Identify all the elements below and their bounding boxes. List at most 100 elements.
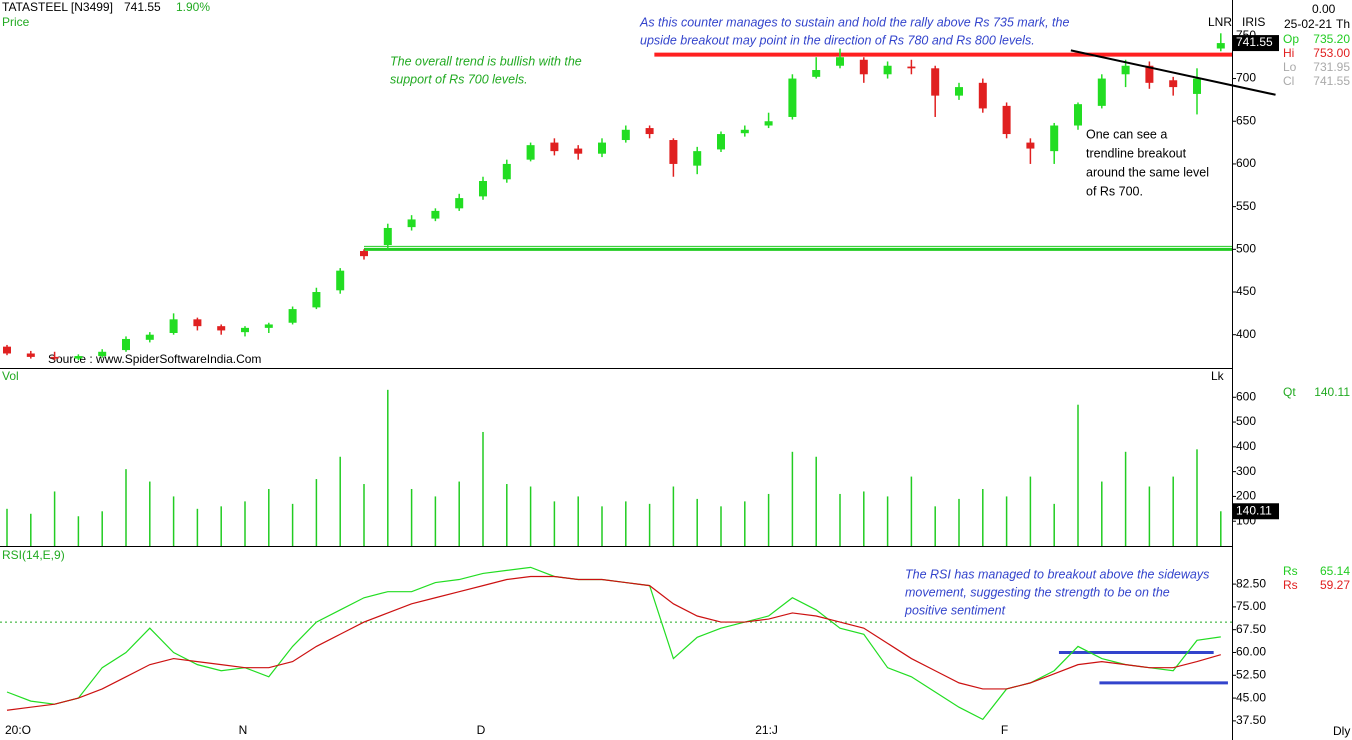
last-price: 741.55 — [124, 0, 161, 14]
volume-bar — [315, 479, 318, 546]
candle-body — [645, 128, 654, 135]
candle-body — [479, 181, 487, 197]
source: Source : www.SpiderSoftwareIndia.Com — [48, 352, 261, 366]
y-tick-label: 45.00 — [1236, 690, 1266, 704]
panel-label: Vol — [2, 369, 19, 383]
volume-marker — [1233, 503, 1279, 520]
candle-body — [764, 121, 773, 126]
volume-bar — [767, 493, 770, 546]
volume-bar — [53, 491, 56, 546]
annotation: trendline breakout — [1086, 146, 1187, 160]
volume-bar — [387, 389, 389, 546]
candle-body — [383, 227, 392, 246]
candle-body — [1169, 80, 1178, 88]
volume-bar — [77, 516, 80, 546]
candle-body — [169, 319, 178, 333]
candle-body — [550, 142, 559, 152]
volume-bar — [791, 451, 794, 546]
candle-body — [193, 319, 202, 327]
candle-body — [407, 219, 416, 228]
y-tick-label: 500 — [1236, 414, 1256, 428]
volume-bar — [434, 496, 437, 546]
trendline — [1070, 49, 1276, 96]
volume-bar — [982, 488, 984, 546]
candle-body — [455, 198, 464, 209]
volume-bar — [30, 513, 32, 546]
volume-bar — [196, 508, 199, 546]
candle-body — [955, 87, 963, 96]
rsi-line — [6, 575, 1221, 711]
y-tick-label: 400 — [1236, 439, 1256, 453]
annotation: upside breakout may point in the directi… — [640, 33, 1035, 47]
volume-bar — [339, 456, 341, 546]
candle-body — [264, 324, 273, 328]
quote-label: Cl — [1283, 74, 1294, 88]
change: 1.90% — [176, 0, 210, 14]
annotation: around the same level — [1086, 165, 1209, 179]
candle-body — [1002, 105, 1011, 135]
candle-body — [836, 57, 844, 66]
y-tick-label: 700 — [1236, 71, 1256, 85]
candle-body — [1074, 104, 1082, 126]
volume-bar — [268, 488, 270, 546]
annotation: positive sentiment — [904, 603, 1006, 617]
y-tick-label: 550 — [1236, 199, 1256, 213]
candle-body — [50, 356, 59, 359]
volume-bar — [1005, 496, 1008, 546]
y-tick-label: 60.00 — [1236, 645, 1266, 659]
volume-bar — [1148, 486, 1151, 546]
annotation: As this counter manages to sustain and h… — [639, 15, 1069, 29]
candle-body — [360, 251, 368, 257]
x-tick-label: F — [1001, 723, 1008, 737]
candle-body — [788, 78, 797, 117]
volume-bar — [625, 501, 627, 546]
y-tick-label: 67.50 — [1236, 622, 1266, 636]
rsi-value: 65.14 — [1320, 564, 1350, 578]
volume-bar — [529, 486, 532, 546]
rsi-value: 59.27 — [1320, 578, 1350, 592]
candle-body — [1193, 78, 1201, 94]
iris: IRIS — [1242, 15, 1265, 29]
volume-bar — [125, 469, 127, 546]
quote-label: Lo — [1283, 60, 1297, 74]
volume-bar — [672, 486, 675, 546]
volume-bar — [291, 503, 294, 546]
rsi-label: Rs — [1283, 564, 1298, 578]
volume-bar — [1053, 503, 1055, 546]
candle-body — [145, 334, 154, 340]
lnr: LNR — [1208, 15, 1232, 29]
candle-body — [1121, 65, 1130, 75]
volume-bar — [934, 506, 936, 546]
volume-bar — [458, 481, 460, 546]
candle-body — [1026, 142, 1035, 149]
rsi-label: Rs — [1283, 578, 1298, 592]
candle-body — [717, 134, 725, 150]
candle-body — [3, 346, 11, 354]
annotation: support of Rs 700 levels. — [390, 72, 528, 86]
period: Dly — [1333, 724, 1350, 738]
quote-label: Hi — [1283, 46, 1294, 60]
qt-label: Qt — [1283, 385, 1296, 399]
candle-body — [978, 82, 987, 109]
volume-bar — [220, 506, 222, 546]
y-tick-label: 650 — [1236, 113, 1256, 127]
volume-bar — [410, 488, 413, 546]
volume-bar — [696, 498, 698, 546]
candle-body — [574, 148, 583, 154]
volume-bar — [1196, 449, 1198, 546]
candle-body — [122, 338, 130, 351]
y-tick-label: 75.00 — [1236, 599, 1266, 613]
candle-body — [883, 65, 892, 75]
y-tick-label: 82.50 — [1236, 576, 1266, 590]
candle-body — [312, 292, 321, 308]
candle-body — [859, 59, 868, 75]
quote-label: Op — [1283, 32, 1299, 46]
candle-body — [526, 145, 535, 160]
volume-bar — [482, 431, 484, 546]
volume-bar — [910, 476, 913, 546]
volume-bar — [1101, 481, 1103, 546]
candle-body — [217, 326, 226, 331]
candle-body — [74, 356, 83, 359]
unit: Lk — [1211, 369, 1225, 383]
